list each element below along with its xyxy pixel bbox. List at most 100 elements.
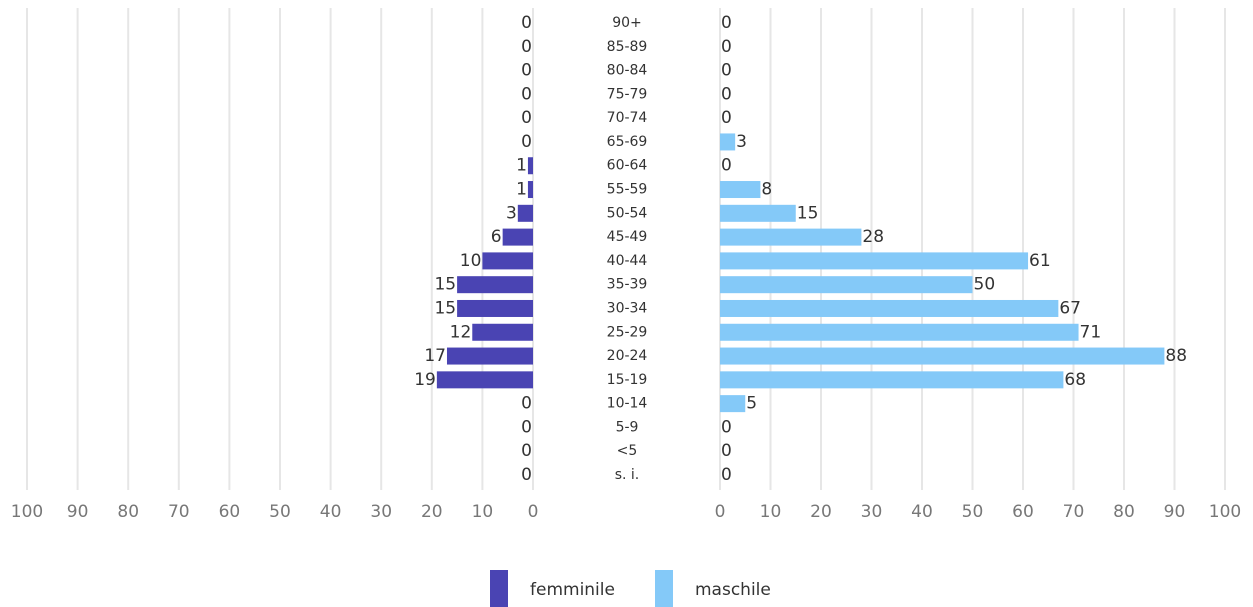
x-tick-label: 10 [472,502,494,522]
value-label: 0 [521,13,532,33]
value-label: 8 [761,180,772,200]
category-label: 45-49 [607,229,648,245]
bar [720,299,1059,317]
value-label: 0 [521,417,532,437]
value-label: 50 [974,275,996,295]
bar [517,204,533,222]
value-label: 0 [721,37,732,57]
value-label: 0 [521,61,532,81]
bar [720,395,746,413]
bar [482,252,533,270]
bar [720,371,1064,389]
value-label: 88 [1165,346,1187,366]
bar [720,133,736,151]
value-label: 0 [721,441,732,461]
x-tick-label: 70 [168,502,190,522]
value-label: 28 [862,227,884,247]
bar [720,276,973,294]
category-label: 15-19 [607,372,648,388]
x-tick-label: 70 [1063,502,1085,522]
bar [446,347,533,365]
category-label: 65-69 [607,134,648,150]
category-label: 55-59 [607,182,648,198]
category-label: 20-24 [607,348,648,364]
value-label: 0 [721,417,732,437]
category-label: 10-14 [607,396,648,412]
value-label: 3 [506,203,517,223]
category-label: 50-54 [607,205,648,221]
value-label: 3 [736,132,747,152]
x-tick-label: 40 [320,502,342,522]
value-label: 17 [424,346,446,366]
bar [502,228,533,246]
category-label: 5-9 [616,419,639,435]
legend-label: maschile [695,580,771,600]
value-label: 67 [1059,298,1081,318]
x-tick-label: 30 [370,502,392,522]
bar [720,204,796,222]
x-tick-label: 80 [1113,502,1135,522]
value-label: 15 [797,203,819,223]
value-label: 0 [521,37,532,57]
value-label: 0 [521,441,532,461]
category-label: 25-29 [607,324,648,340]
x-tick-label: 100 [1209,502,1241,522]
value-label: 19 [414,370,436,390]
x-tick-label: 60 [219,502,241,522]
bar [720,181,761,199]
category-label: 30-34 [607,300,648,316]
x-tick-label: 0 [715,502,726,522]
x-tick-label: 30 [861,502,883,522]
value-label: 0 [721,13,732,33]
x-tick-label: 20 [421,502,443,522]
value-label: 0 [521,394,532,414]
value-label: 71 [1080,322,1102,342]
category-label: 60-64 [607,158,648,174]
value-label: 1 [516,180,527,200]
category-label: 75-79 [607,86,648,102]
value-label: 61 [1029,251,1051,271]
value-label: 15 [434,298,456,318]
x-tick-label: 50 [269,502,291,522]
value-label: 5 [746,394,757,414]
value-label: 0 [721,465,732,485]
value-label: 1 [516,156,527,176]
bar [436,371,533,389]
legend-swatch [655,570,673,607]
value-label: 68 [1064,370,1086,390]
x-tick-label: 90 [1164,502,1186,522]
bar [720,228,862,246]
x-tick-label: 80 [117,502,139,522]
x-tick-label: 60 [1012,502,1034,522]
value-label: 0 [721,156,732,176]
bar [720,323,1079,341]
category-label: s. i. [615,467,640,483]
category-label: 35-39 [607,277,648,293]
bar [720,252,1029,270]
value-label: 12 [450,322,472,342]
x-tick-label: 20 [810,502,832,522]
x-tick-label: 40 [911,502,933,522]
value-label: 0 [521,84,532,104]
legend-swatch [490,570,508,607]
value-label: 0 [721,61,732,81]
category-label: <5 [617,443,638,459]
bar [527,157,533,175]
value-label: 10 [460,251,482,271]
category-label: 90+ [612,15,642,31]
category-label: 40-44 [607,253,648,269]
value-label: 15 [434,275,456,295]
x-tick-label: 0 [528,502,539,522]
value-label: 0 [521,132,532,152]
x-tick-label: 90 [67,502,89,522]
bar [472,323,533,341]
bar [720,347,1165,365]
x-tick-label: 100 [11,502,43,522]
bar [527,181,533,199]
category-label: 70-74 [607,110,648,126]
legend-label: femminile [530,580,615,600]
bar [457,276,533,294]
value-label: 0 [721,108,732,128]
value-label: 0 [521,108,532,128]
